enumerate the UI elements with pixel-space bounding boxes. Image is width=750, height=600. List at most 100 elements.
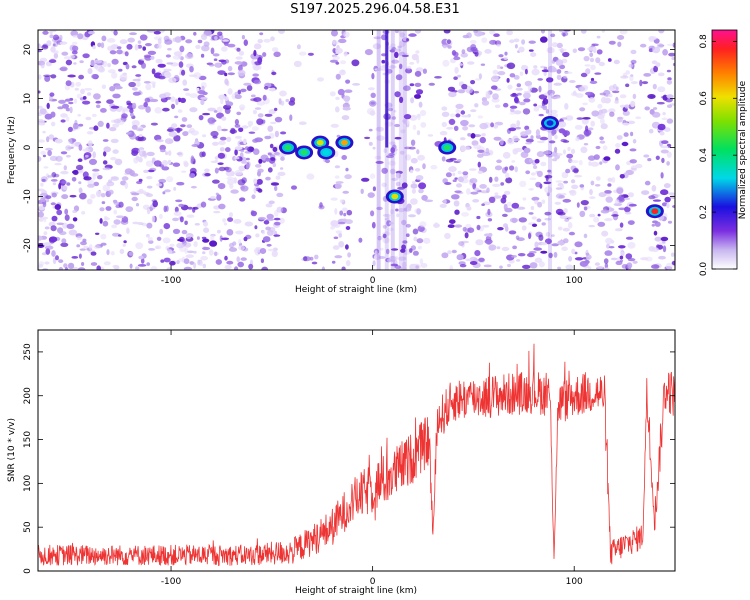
- spectrogram-cell: [589, 57, 595, 63]
- spectrogram-cell: [254, 43, 261, 50]
- spectrogram-cell: [408, 33, 417, 37]
- spectrogram-cell: [561, 192, 567, 196]
- spectrogram-cell: [531, 223, 538, 227]
- spectrogram-cell: [506, 30, 513, 36]
- spectrogram-cell: [177, 238, 184, 242]
- spectrogram-cell: [531, 196, 540, 201]
- spectrogram-cell: [381, 182, 387, 188]
- spectrogram-cell: [370, 173, 376, 179]
- spectrogram-cell: [539, 136, 549, 141]
- spectrogram-cell: [147, 237, 153, 242]
- spectrogram-cell: [491, 97, 500, 103]
- spectrogram-cell: [338, 38, 347, 44]
- spectrogram-cell: [462, 126, 469, 131]
- spectrogram-cell: [630, 49, 637, 55]
- spectrogram-cell: [372, 146, 376, 150]
- spectrogram-cell: [394, 48, 401, 52]
- spectrogram-cell: [150, 265, 158, 270]
- spectrogram-cell: [118, 68, 123, 72]
- spectrogram-cell: [666, 161, 670, 166]
- spectrogram-cell: [654, 236, 662, 242]
- spectrogram-cell: [88, 30, 95, 35]
- spectrogram-cell: [51, 215, 58, 222]
- spectrogram-y-tick-label: 20: [23, 44, 33, 56]
- spectrogram-cell: [235, 56, 243, 60]
- spectrogram-cell: [550, 109, 558, 114]
- spectrogram-cell: [625, 83, 630, 88]
- spectrogram-cell: [417, 245, 422, 250]
- spectrogram-cell: [193, 250, 197, 254]
- spectrogram-cell: [645, 256, 653, 262]
- spectrogram-cell: [268, 200, 275, 205]
- spectrogram-cell: [622, 110, 630, 116]
- spectrogram-cell: [531, 68, 540, 76]
- spectrogram-cell: [410, 97, 415, 104]
- spectrogram-cell: [489, 39, 497, 45]
- spectrogram-cell: [145, 106, 151, 113]
- spectrogram-cell: [635, 163, 643, 169]
- spectrogram-cell: [202, 221, 209, 227]
- spectrogram-cell: [395, 74, 403, 81]
- spectrogram-cell: [665, 262, 673, 270]
- spectrogram-cell: [234, 149, 238, 156]
- spectrogram-cell: [129, 32, 137, 36]
- spectrogram-cell: [377, 236, 383, 241]
- spectrogram-cell: [219, 136, 227, 141]
- spectrogram-cell: [54, 204, 61, 210]
- spectrogram-cell: [166, 62, 174, 65]
- spectrogram-cell: [530, 52, 537, 57]
- spectrogram-cell: [289, 97, 296, 103]
- spectrogram-cell: [217, 31, 223, 36]
- spectrogram-cell: [383, 148, 387, 154]
- spectrogram-cell: [555, 187, 563, 190]
- spectrogram-cell: [146, 222, 153, 229]
- spectrogram-cell: [100, 193, 106, 198]
- spectrogram-cell: [68, 138, 73, 144]
- spectrogram-cell: [210, 234, 215, 241]
- spectrogram-cell: [619, 94, 627, 99]
- spectrogram-cell: [145, 193, 153, 198]
- spectrogram-cell: [158, 75, 166, 80]
- spectrogram-cell: [625, 236, 634, 240]
- spectrogram-cell: [72, 122, 79, 130]
- spectrogram-cell: [533, 65, 538, 69]
- spectrogram-cell: [504, 166, 509, 171]
- spectrogram-cell: [241, 35, 245, 40]
- spectrogram-cell: [270, 182, 280, 186]
- spectrogram-cell: [441, 252, 449, 259]
- spectrogram-cell: [463, 173, 469, 179]
- spectrogram-cell: [182, 79, 188, 86]
- spectrogram-cell: [653, 65, 658, 73]
- spectrogram-cell: [576, 117, 584, 120]
- spectrogram-cell: [667, 220, 673, 224]
- spectrogram-cell: [594, 72, 602, 75]
- spectrogram-cell: [65, 145, 72, 151]
- spectrogram-cell: [488, 244, 497, 251]
- spectrogram-cell: [168, 77, 177, 84]
- spectrogram-hotspots: [278, 116, 664, 219]
- spectrogram-cell: [461, 49, 466, 54]
- spectrogram-cell: [666, 79, 673, 85]
- spectrogram-cell: [433, 223, 440, 228]
- spectrogram-cell: [600, 123, 608, 130]
- spectrogram-cell: [374, 155, 382, 160]
- spectrogram-cell: [246, 85, 253, 91]
- spectrogram-cell: [588, 224, 595, 228]
- spectrogram-cell: [153, 160, 162, 167]
- spectrogram-cell: [612, 90, 620, 94]
- spectrogram-cell: [332, 39, 336, 45]
- spectrogram-cell: [38, 43, 41, 50]
- spectrogram-cell: [234, 146, 243, 151]
- spectrogram-cell: [492, 93, 499, 100]
- spectrogram-cell: [335, 47, 343, 54]
- hotspot-core: [391, 193, 399, 200]
- spectrogram-cell: [443, 30, 451, 34]
- spectrogram-cell: [496, 44, 501, 47]
- spectrogram-cell: [66, 182, 71, 186]
- spectrogram-cell: [334, 255, 343, 259]
- spectrogram-streak: [548, 30, 553, 270]
- spectrogram-cell: [467, 133, 472, 137]
- spectrogram-cell: [185, 53, 194, 60]
- spectrogram-cell: [241, 160, 248, 164]
- spectrogram-cell: [218, 140, 226, 146]
